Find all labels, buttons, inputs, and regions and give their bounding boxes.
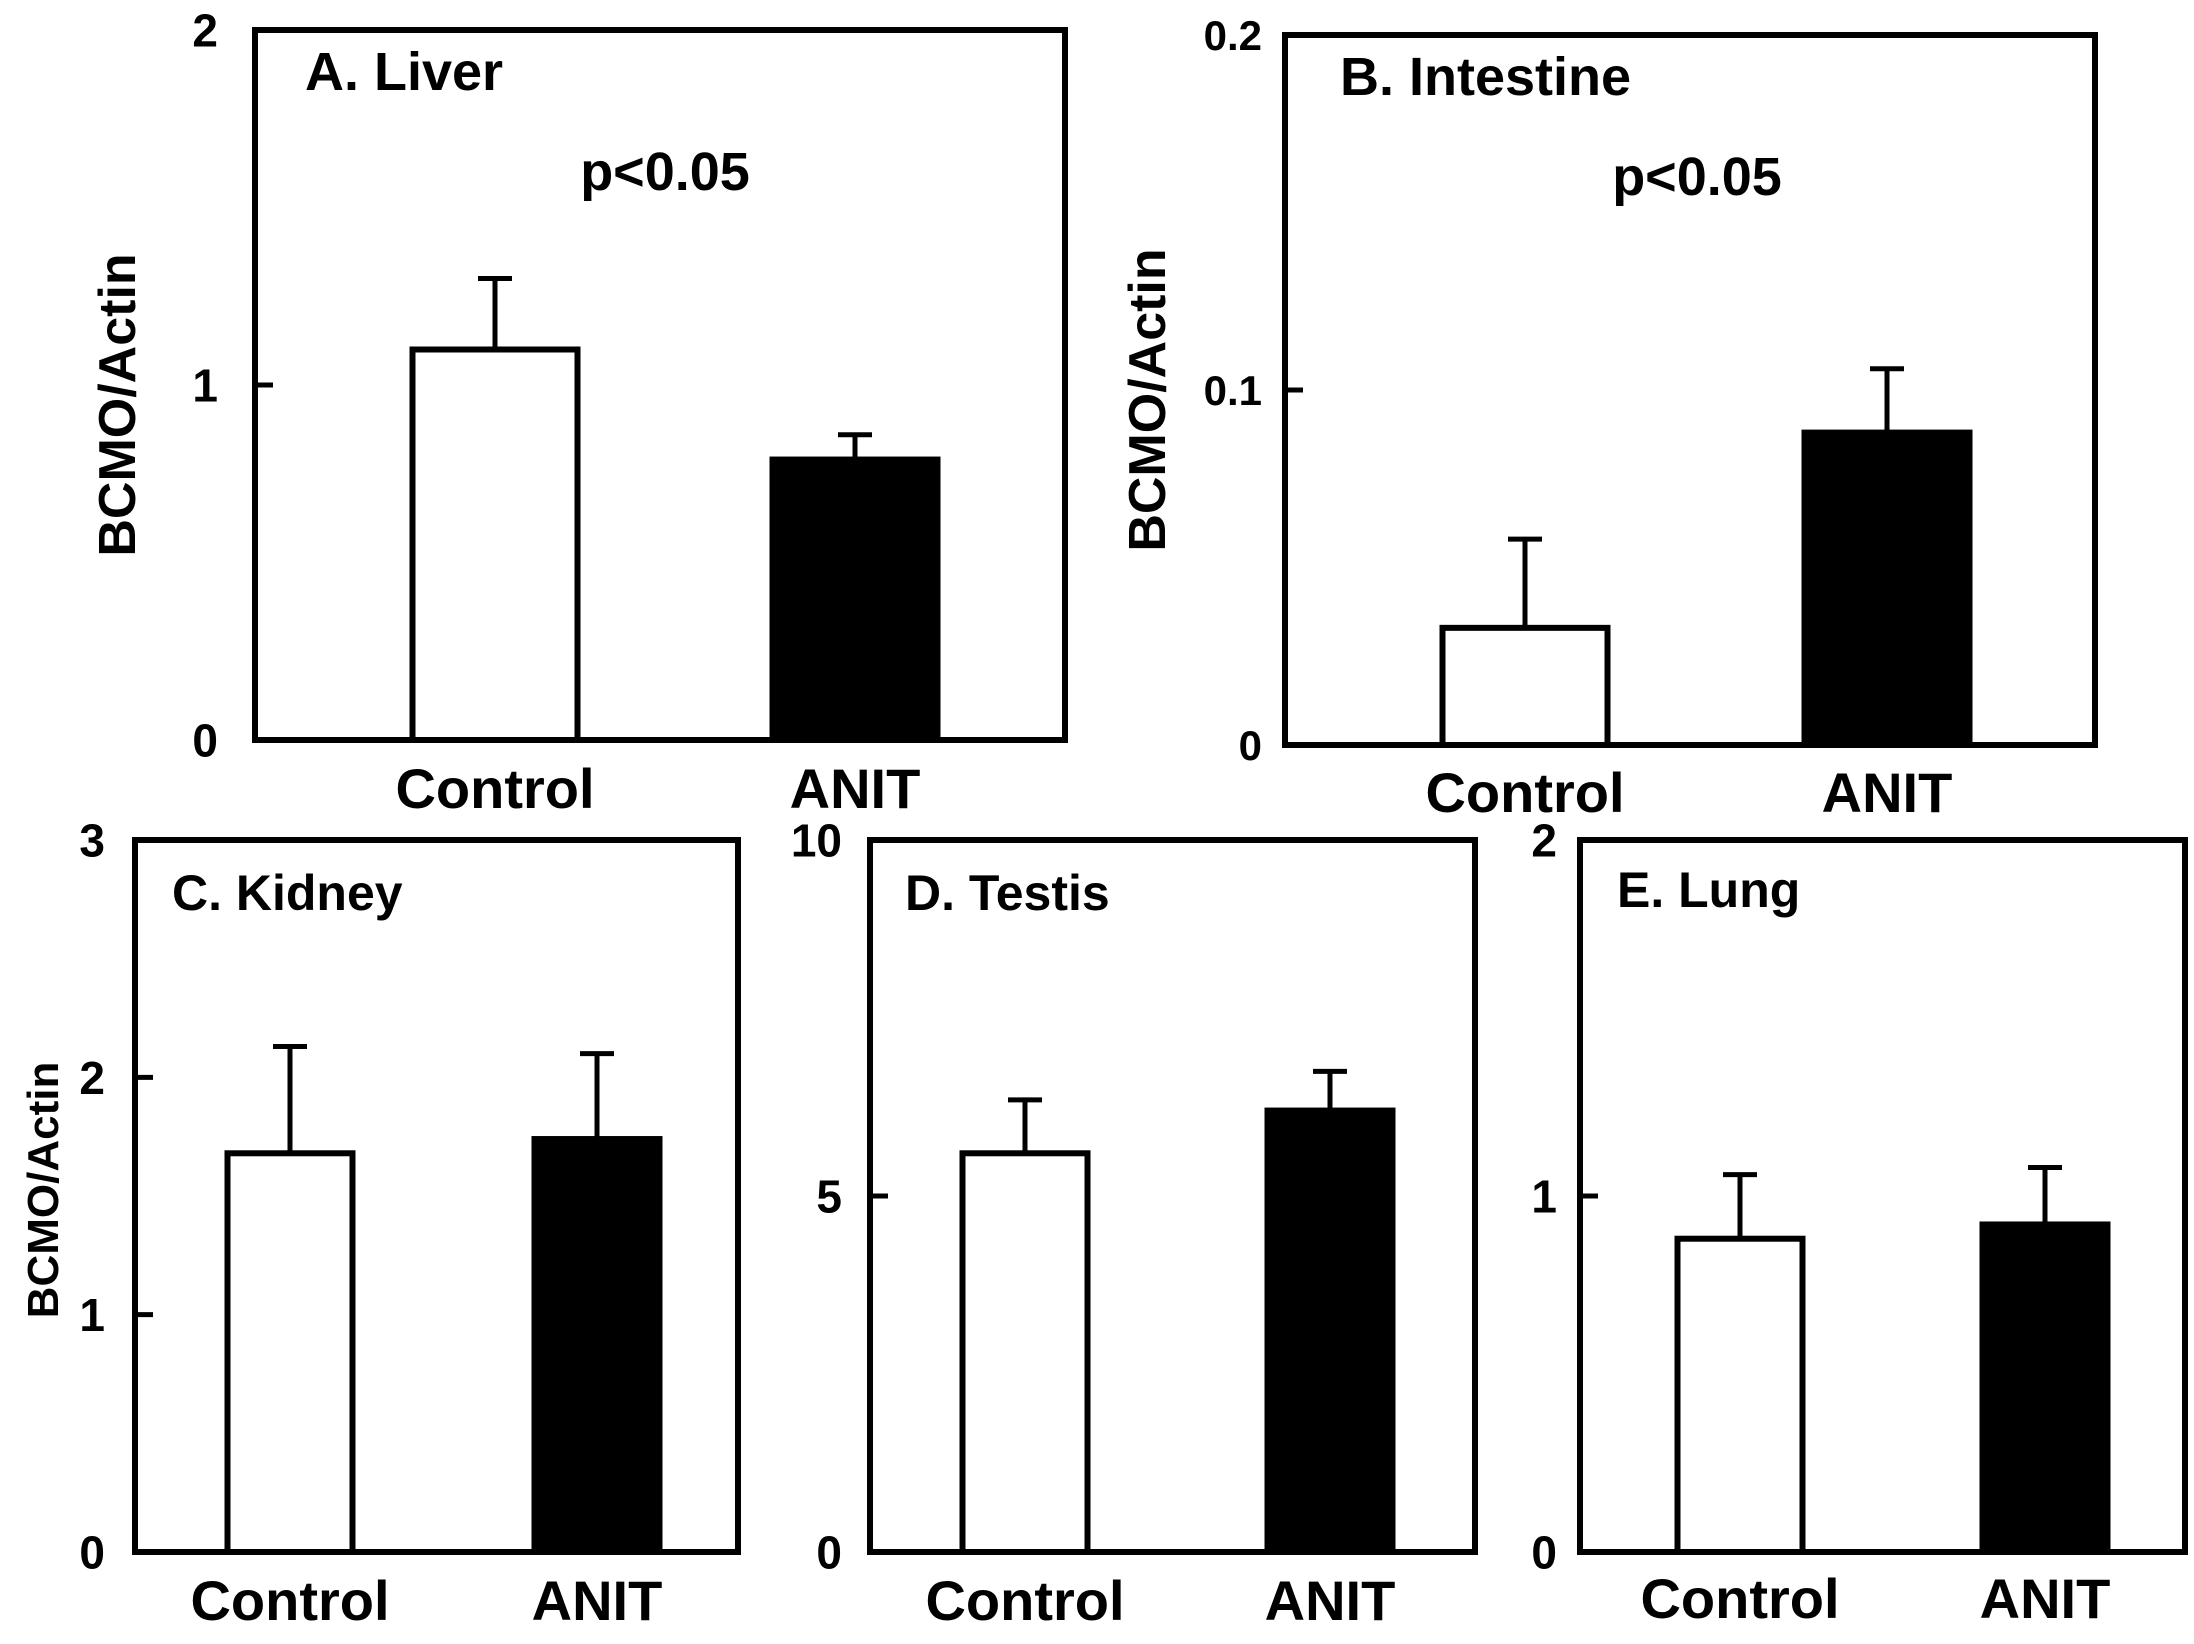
ytick-label-c-1: 1 bbox=[79, 1289, 105, 1341]
bar-c-anit bbox=[531, 1136, 663, 1556]
error-bar-a-control bbox=[478, 276, 512, 350]
panel-a: 0 1 2 Control ANIT A. Liver p<0.05 BCMO/Actin bbox=[89, 5, 1068, 820]
significance-label-b: p<0.05 bbox=[1612, 147, 1782, 207]
ytick-label-b-0: 0 bbox=[1239, 722, 1262, 769]
y-axis-label-b: BCMO/Actin bbox=[1119, 248, 1177, 551]
category-label-b-anit: ANIT bbox=[1822, 761, 1953, 824]
panel-title-e: E. Lung bbox=[1617, 862, 1800, 918]
panel-b: 0 0.1 0.2 Control ANIT B. Intestine p<0.05 BCMO… bbox=[1119, 12, 2098, 824]
panel-e: 0 1 2 Control ANIT E. Lung bbox=[1531, 815, 2188, 1630]
error-bar-d-control bbox=[1008, 1097, 1042, 1154]
error-bar-b-control bbox=[1508, 536, 1542, 628]
ytick-label-e-0: 0 bbox=[1531, 1527, 1557, 1579]
bar-e-control bbox=[1674, 1235, 1806, 1555]
error-bar-c-anit bbox=[580, 1051, 614, 1140]
ytick-label-a-2: 2 bbox=[192, 5, 218, 57]
bar-d-anit bbox=[1264, 1107, 1396, 1556]
category-label-e-control: Control bbox=[1640, 1567, 1839, 1630]
category-label-e-anit: ANIT bbox=[1980, 1567, 2111, 1630]
bar-a-control bbox=[409, 346, 581, 743]
category-label-b-control: Control bbox=[1425, 761, 1624, 824]
category-label-c-anit: ANIT bbox=[532, 1569, 663, 1632]
category-label-d-control: Control bbox=[925, 1569, 1124, 1632]
ytick-label-d-0: 0 bbox=[816, 1527, 842, 1579]
ytick-label-a-1: 1 bbox=[192, 360, 218, 412]
bar-e-anit bbox=[1979, 1221, 2111, 1555]
bar-c-control bbox=[224, 1150, 356, 1556]
y-axis-label-a: BCMO/Actin bbox=[89, 253, 147, 556]
panel-d: 0 5 10 Control ANIT D. Testis bbox=[791, 815, 1478, 1632]
error-bar-e-anit bbox=[2028, 1165, 2062, 1225]
ytick-label-d-2: 10 bbox=[791, 815, 842, 867]
ytick-label-c-3: 3 bbox=[79, 815, 105, 867]
ytick-label-e-2: 2 bbox=[1531, 815, 1557, 867]
y-axis-label-c: BCMO/Actin bbox=[19, 1062, 68, 1319]
bar-b-anit bbox=[1801, 429, 1973, 748]
bar-b-control bbox=[1439, 624, 1611, 748]
error-bar-c-control bbox=[273, 1043, 307, 1154]
category-label-c-control: Control bbox=[190, 1569, 389, 1632]
ytick-label-b-1: 0.1 bbox=[1204, 367, 1262, 414]
error-bar-e-control bbox=[1723, 1172, 1757, 1239]
significance-label-a: p<0.05 bbox=[580, 142, 750, 202]
panel-title-b: B. Intestine bbox=[1340, 47, 1631, 107]
ytick-label-d-1: 5 bbox=[816, 1171, 842, 1223]
ytick-label-c-2: 2 bbox=[79, 1052, 105, 1104]
plot-frame-a bbox=[252, 27, 1068, 743]
panel-title-d: D. Testis bbox=[905, 865, 1110, 921]
plot-frame-b bbox=[1282, 32, 2098, 748]
panel-title-a: A. Liver bbox=[305, 42, 503, 102]
ytick-label-c-0: 0 bbox=[79, 1527, 105, 1579]
bar-a-anit bbox=[769, 456, 941, 743]
bar-d-control bbox=[959, 1150, 1091, 1556]
ytick-label-b-2: 0.2 bbox=[1204, 12, 1262, 59]
error-bar-d-anit bbox=[1313, 1068, 1347, 1111]
plot-frame-c bbox=[132, 837, 741, 1555]
panel-c: 0 1 2 3 Control ANIT C. Kidney BCMO/Actin bbox=[19, 815, 741, 1632]
category-label-d-anit: ANIT bbox=[1265, 1569, 1396, 1632]
ytick-label-a-0: 0 bbox=[192, 715, 218, 767]
error-bar-a-anit bbox=[838, 432, 872, 460]
panel-title-c: C. Kidney bbox=[172, 865, 403, 921]
ytick-label-e-1: 1 bbox=[1531, 1171, 1557, 1223]
category-label-a-anit: ANIT bbox=[790, 757, 921, 820]
category-label-a-control: Control bbox=[395, 757, 594, 820]
error-bar-b-anit bbox=[1870, 366, 1904, 433]
